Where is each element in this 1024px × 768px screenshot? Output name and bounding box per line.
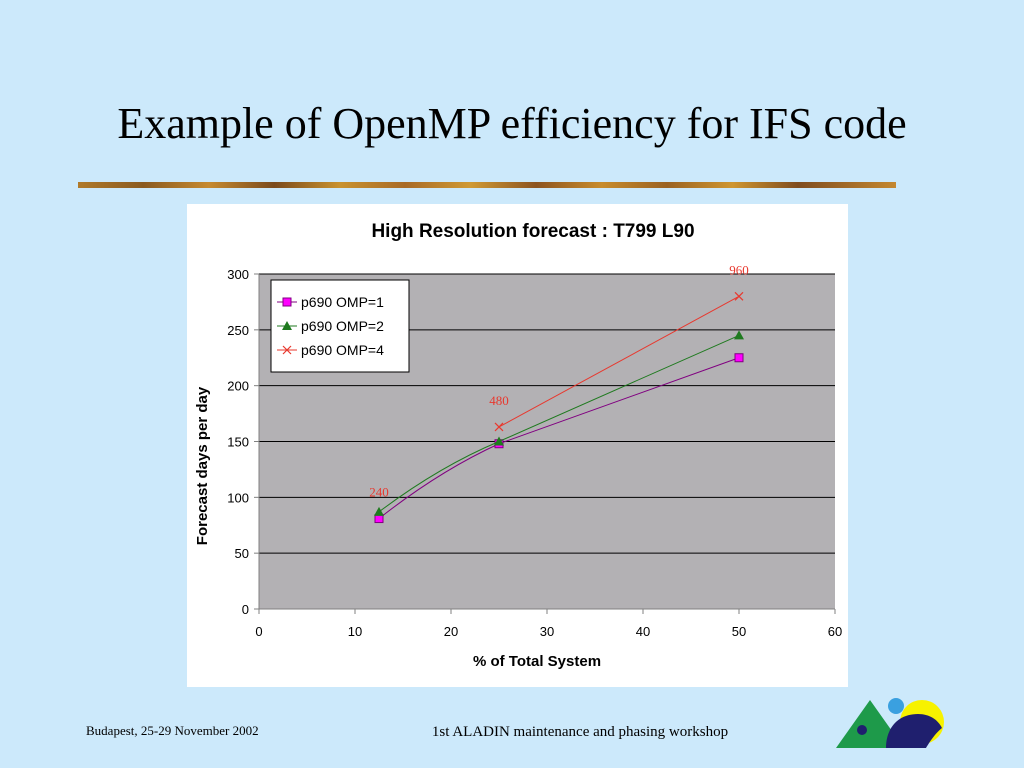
y-ticks: 0 50 100 150 200 250 300	[227, 267, 259, 617]
logo-small-circle	[888, 698, 904, 714]
y-tick-label: 250	[227, 323, 249, 338]
point-p690-omp-2	[734, 330, 744, 340]
point-p690-omp-2	[494, 436, 504, 446]
legend: p690 OMP=1 p690 OMP=2 p690 OMP=4	[270, 279, 410, 373]
footer-location-date: Budapest, 25-29 November 2002	[86, 723, 259, 738]
chart-title: High Resolution forecast : T799 L90	[371, 221, 694, 242]
y-tick-label: 50	[235, 546, 249, 561]
slide-title: Example of OpenMP efficiency for IFS cod…	[117, 99, 907, 148]
y-tick-label: 0	[242, 602, 249, 617]
y-axis-label: Forecast days per day	[194, 386, 211, 545]
point-p690-omp-2	[374, 506, 384, 516]
aladin-logo	[836, 698, 944, 748]
y-tick-label: 100	[227, 490, 249, 505]
point-p690-omp-4	[734, 291, 744, 301]
point-p690-omp-4	[494, 422, 504, 432]
x-tick-label: 60	[828, 624, 842, 639]
x-tick-label: 40	[636, 624, 650, 639]
series-line-p690-omp-2	[378, 334, 740, 513]
x-tick-label: 30	[540, 624, 554, 639]
legend-swatch-marker	[282, 321, 292, 330]
x-ticks: 0 10 20 30 40 50 60	[255, 609, 842, 639]
marker-x-stroke	[734, 291, 744, 301]
y-tick-label: 150	[227, 435, 249, 450]
marker-x-stroke	[282, 345, 292, 355]
annotation-label: 480	[489, 393, 509, 408]
legend-entry-label: p690 OMP=4	[301, 342, 384, 358]
chart: High Resolution forecast : T799 L90 0 50 1…	[187, 204, 848, 687]
x-tick-label: 0	[255, 624, 262, 639]
logo-navy-shape	[886, 714, 942, 748]
x-tick-label: 10	[348, 624, 362, 639]
annotation-label: 240	[369, 485, 389, 500]
gridlines	[259, 273, 835, 554]
legend-swatch-marker	[282, 345, 292, 355]
point-p690-omp-1	[734, 353, 744, 363]
chart-svg: High Resolution forecast : T799 L90 0 50 1…	[194, 221, 842, 670]
logo-dot	[857, 725, 867, 735]
footer-workshop: 1st ALADIN maintenance and phasing works…	[431, 724, 729, 740]
legend-entry-label: p690 OMP=1	[301, 294, 384, 310]
y-tick-label: 300	[227, 267, 249, 282]
legend-entry-label: p690 OMP=2	[301, 318, 384, 334]
legend-swatch-marker	[282, 297, 292, 307]
series-line-p690-omp-1	[378, 357, 740, 519]
annotation-label: 960	[729, 262, 749, 277]
marker-x-stroke	[494, 422, 504, 432]
title-divider	[78, 182, 896, 188]
y-tick-label: 200	[227, 379, 249, 394]
series-layer	[374, 291, 744, 524]
logo-green-triangle	[836, 700, 904, 748]
series-line-p690-omp-4	[498, 295, 740, 428]
x-axis-label: % of Total System	[473, 653, 601, 670]
x-tick-label: 50	[732, 624, 746, 639]
x-tick-label: 20	[444, 624, 458, 639]
annotation-layer: 240 480 960	[369, 262, 749, 499]
